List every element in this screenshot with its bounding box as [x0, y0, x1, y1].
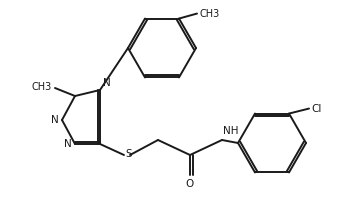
Text: O: O	[186, 179, 194, 189]
Text: N: N	[51, 115, 59, 125]
Text: NH: NH	[223, 126, 238, 136]
Text: N: N	[64, 139, 72, 149]
Text: N: N	[103, 78, 111, 88]
Text: S: S	[125, 149, 132, 159]
Text: CH3: CH3	[199, 9, 219, 19]
Text: Cl: Cl	[311, 104, 321, 114]
Text: CH3: CH3	[32, 82, 52, 92]
